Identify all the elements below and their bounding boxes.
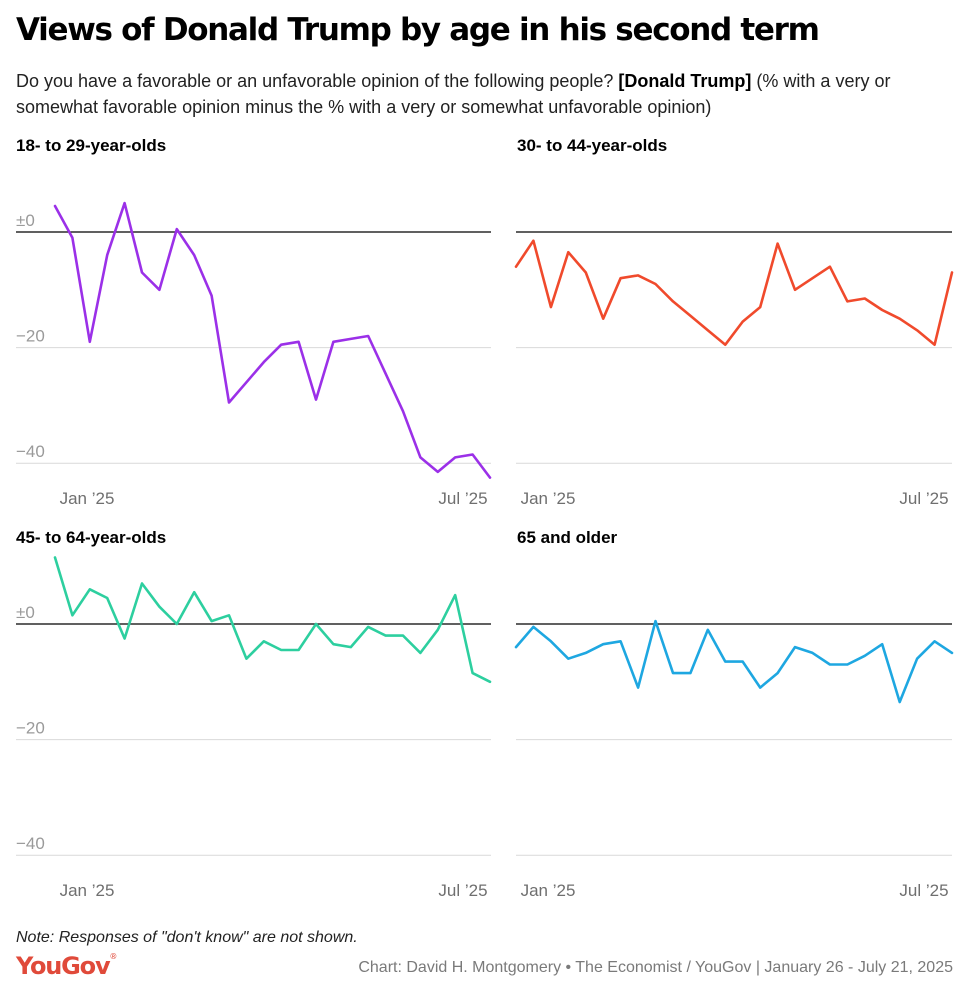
y-tick-label: −40 <box>16 442 45 461</box>
series-line <box>53 201 492 479</box>
x-tick-label: Jul ’25 <box>899 489 948 508</box>
registered-mark: ® <box>109 952 118 961</box>
chart-title: Views of Donald Trump by age in his seco… <box>16 12 820 48</box>
series-line <box>514 239 954 347</box>
chart-note: Note: Responses of "don't know" are not … <box>16 929 358 946</box>
x-tick-label: Jul ’25 <box>899 881 948 900</box>
subtitle-highlight: [Donald Trump] <box>618 71 752 91</box>
y-tick-label: ±0 <box>16 603 35 622</box>
y-tick-label: −40 <box>16 834 45 853</box>
series-line <box>53 556 492 684</box>
logo-wordmark: YouGov <box>16 952 111 980</box>
y-tick-label: −20 <box>16 327 45 346</box>
panel-title-18-29: 18- to 29-year-olds <box>16 136 167 155</box>
x-tick-label: Jul ’25 <box>438 489 487 508</box>
chart-credit: Chart: David H. Montgomery • The Economi… <box>358 959 953 976</box>
panel-title-45-64: 45- to 64-year-olds <box>16 528 167 547</box>
panel-title-30-44: 30- to 44-year-olds <box>517 136 668 155</box>
subtitle-text-start: Do you have a favorable or an unfavorabl… <box>16 71 619 91</box>
subtitle-text-end: (% with a very or somewhat favorable opi… <box>16 71 891 117</box>
x-tick-label: Jul ’25 <box>438 881 487 900</box>
y-tick-label: ±0 <box>16 211 35 230</box>
panel-title-65-plus: 65 and older <box>517 528 618 547</box>
y-tick-label: −20 <box>16 719 45 738</box>
series-line <box>514 619 954 704</box>
chart-subtitle: Do you have a favorable or an unfavorabl… <box>16 68 961 120</box>
x-tick-label: Jan ’25 <box>521 881 576 900</box>
x-tick-label: Jan ’25 <box>60 881 115 900</box>
x-tick-label: Jan ’25 <box>60 489 115 508</box>
x-tick-label: Jan ’25 <box>521 489 576 508</box>
yougov-logo: YouGov® <box>16 952 117 980</box>
